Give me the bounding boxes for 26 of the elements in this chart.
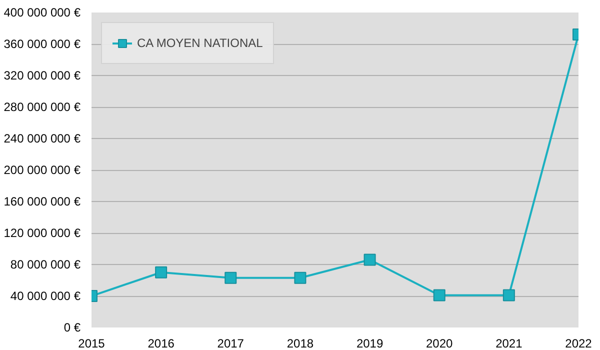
y-tick-label: 280 000 000 € bbox=[4, 100, 81, 114]
legend-label: CA MOYEN NATIONAL bbox=[137, 36, 263, 50]
x-tick-label: 2017 bbox=[217, 336, 244, 350]
x-tick-label: 2018 bbox=[286, 336, 314, 350]
x-tick-label: 2019 bbox=[356, 336, 384, 350]
point bbox=[294, 272, 306, 284]
x-tick-label: 2015 bbox=[78, 336, 106, 350]
point bbox=[433, 289, 446, 302]
y-tick-label: 240 000 000 € bbox=[4, 132, 81, 146]
x-tick-label: 2016 bbox=[148, 336, 175, 350]
y-tick-label: 320 000 000 € bbox=[4, 68, 81, 82]
point bbox=[364, 254, 376, 266]
y-tick-label: 400 000 000 € bbox=[4, 6, 81, 20]
y-tick-label: 0 € bbox=[64, 320, 81, 334]
y-tick-label: 200 000 000 € bbox=[4, 163, 81, 177]
y-tick-label: 360 000 000 € bbox=[4, 37, 81, 51]
y-tick-label: 160 000 000 € bbox=[4, 194, 81, 208]
y-tick-label: 80 000 000 € bbox=[10, 258, 81, 272]
y-tick-label: 40 000 000 € bbox=[10, 289, 81, 303]
point bbox=[502, 289, 515, 302]
point bbox=[155, 266, 168, 278]
point bbox=[224, 272, 237, 284]
y-tick-label: 120 000 000 € bbox=[4, 226, 81, 240]
x-tick-label: 2020 bbox=[426, 336, 454, 350]
x-tick-label: 2021 bbox=[496, 336, 523, 350]
x-tick-label: 2022 bbox=[565, 336, 592, 350]
